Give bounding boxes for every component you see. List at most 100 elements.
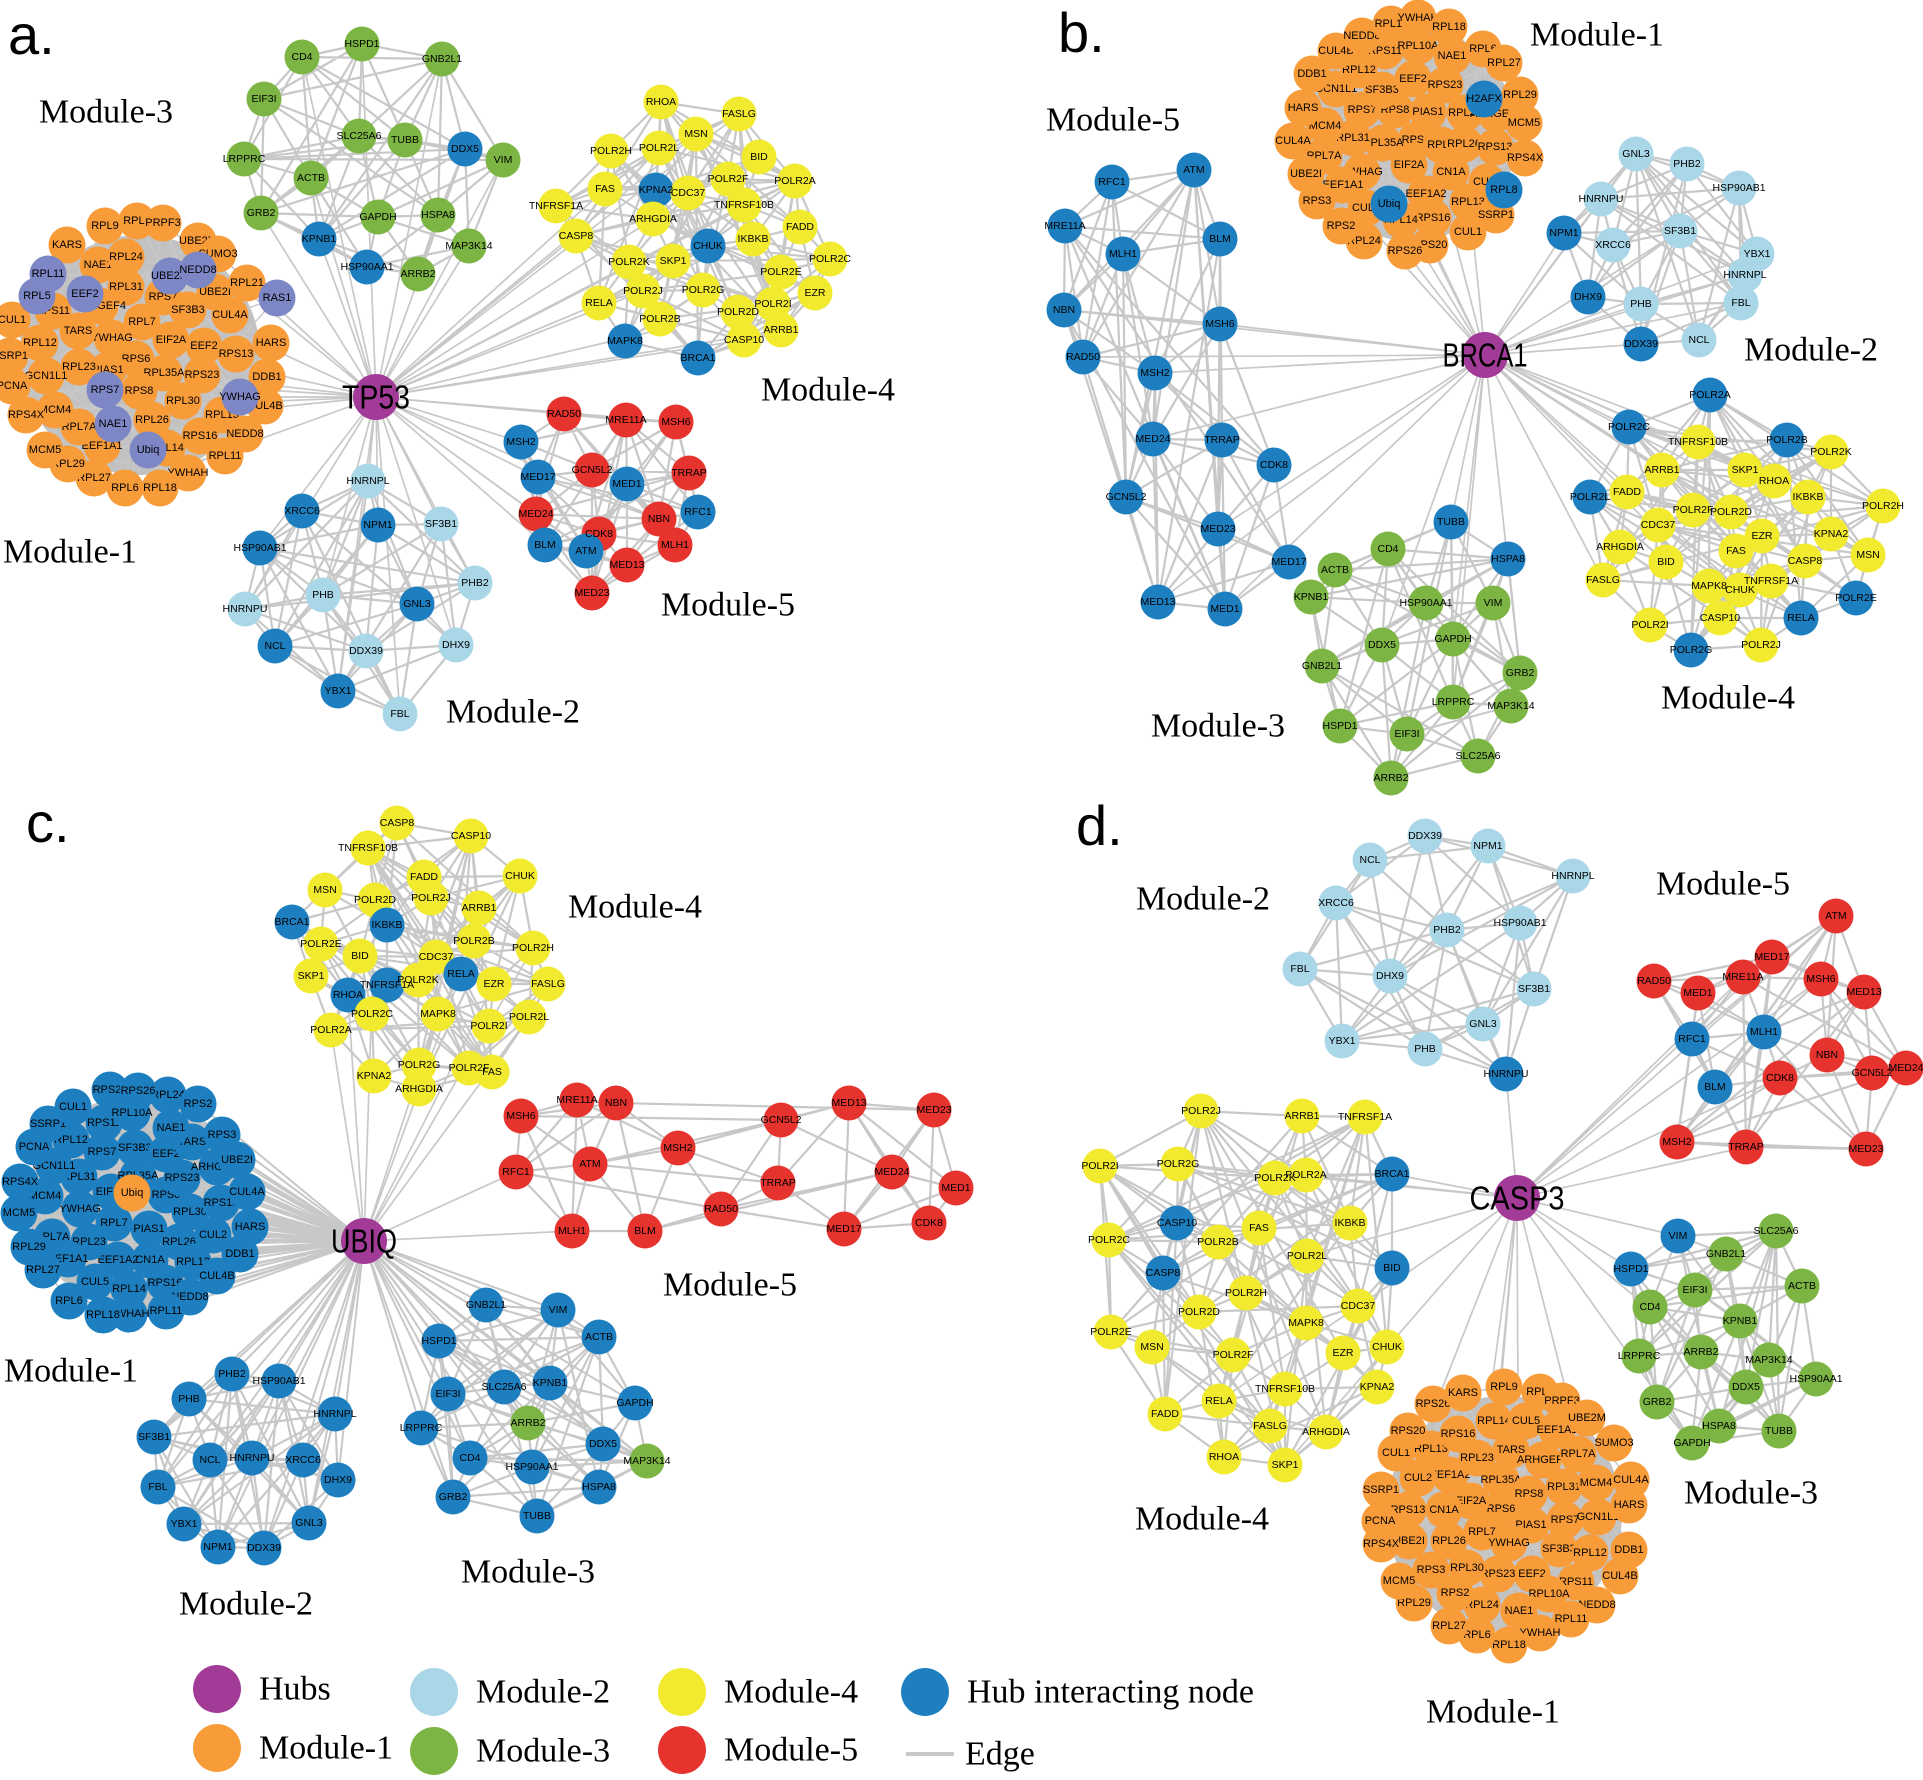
svg-text:POLR2G: POLR2G xyxy=(398,1059,441,1071)
svg-text:CN1A: CN1A xyxy=(135,1254,165,1266)
svg-text:FAS: FAS xyxy=(595,183,615,195)
svg-text:RELA: RELA xyxy=(585,297,612,309)
svg-text:PHB: PHB xyxy=(178,1393,200,1405)
svg-text:MRE11A: MRE11A xyxy=(1044,220,1085,232)
svg-text:Hubs: Hubs xyxy=(259,1671,331,1708)
svg-text:SF3B3: SF3B3 xyxy=(1542,1543,1576,1555)
svg-text:DDX39: DDX39 xyxy=(1408,830,1442,842)
svg-text:MAP3K14: MAP3K14 xyxy=(1487,700,1534,712)
svg-text:RPL11: RPL11 xyxy=(209,450,242,462)
svg-text:RPL30: RPL30 xyxy=(1450,1562,1484,1574)
svg-text:RPL31: RPL31 xyxy=(109,281,143,293)
svg-text:BID: BID xyxy=(1657,556,1675,568)
svg-text:PHB: PHB xyxy=(1630,298,1652,310)
svg-text:BID: BID xyxy=(351,950,369,962)
svg-text:CUL1: CUL1 xyxy=(0,314,26,326)
svg-text:MCM5: MCM5 xyxy=(3,1207,35,1219)
svg-text:POLR2B: POLR2B xyxy=(453,935,494,947)
svg-text:RPL30: RPL30 xyxy=(166,395,200,407)
svg-text:SF3B3: SF3B3 xyxy=(118,1142,152,1154)
svg-text:DDX5: DDX5 xyxy=(1368,639,1396,651)
svg-text:SLC25A6: SLC25A6 xyxy=(1754,1225,1799,1237)
svg-text:RPS7: RPS7 xyxy=(1551,1514,1580,1526)
svg-text:HARS: HARS xyxy=(1614,1499,1645,1511)
svg-text:POLR2D: POLR2D xyxy=(717,306,759,318)
svg-text:YWHAG: YWHAG xyxy=(91,332,133,344)
svg-text:MED1: MED1 xyxy=(1683,987,1712,999)
svg-text:RPS13: RPS13 xyxy=(219,348,254,360)
svg-text:ACTB: ACTB xyxy=(297,172,325,184)
svg-text:RPL9: RPL9 xyxy=(91,220,119,232)
svg-text:POLR2A: POLR2A xyxy=(1285,1169,1326,1181)
svg-text:RPS8: RPS8 xyxy=(125,385,154,397)
svg-text:RHOA: RHOA xyxy=(1759,475,1789,487)
svg-text:CD4: CD4 xyxy=(291,51,312,63)
svg-text:HSP90AA1: HSP90AA1 xyxy=(1789,1373,1842,1385)
svg-text:NBN: NBN xyxy=(648,513,670,525)
svg-text:RPL14: RPL14 xyxy=(112,1283,146,1295)
svg-text:DDX5: DDX5 xyxy=(589,1438,617,1450)
svg-text:MED17: MED17 xyxy=(520,471,555,483)
svg-text:NEDD8: NEDD8 xyxy=(226,428,263,440)
svg-text:RPS4X: RPS4X xyxy=(2,1176,39,1188)
svg-text:ARRB1: ARRB1 xyxy=(763,324,798,336)
svg-text:HARS: HARS xyxy=(235,1221,266,1233)
svg-text:YBX1: YBX1 xyxy=(171,1518,198,1530)
svg-text:RPL27: RPL27 xyxy=(26,1264,60,1276)
svg-text:IKBKB: IKBKB xyxy=(1335,1217,1366,1229)
svg-text:SSRP1: SSRP1 xyxy=(0,350,28,362)
svg-text:DDB1: DDB1 xyxy=(1297,68,1326,80)
svg-text:SLC25A6: SLC25A6 xyxy=(337,130,382,142)
svg-text:NCL: NCL xyxy=(1359,854,1380,866)
svg-text:POLR2L: POLR2L xyxy=(639,142,679,154)
svg-text:RPL18: RPL18 xyxy=(1432,21,1466,33)
svg-text:HSPA8: HSPA8 xyxy=(1491,553,1525,565)
svg-text:Module-4: Module-4 xyxy=(1135,1501,1269,1538)
svg-text:FADD: FADD xyxy=(786,221,814,233)
svg-text:DHX9: DHX9 xyxy=(1376,970,1404,982)
svg-text:UBE2M: UBE2M xyxy=(1568,1412,1606,1424)
svg-text:NAE1: NAE1 xyxy=(1505,1605,1534,1617)
svg-text:POLR2H: POLR2H xyxy=(1862,500,1904,512)
svg-text:POLR2J: POLR2J xyxy=(411,892,451,904)
svg-text:BID: BID xyxy=(750,151,768,163)
svg-text:CASP8: CASP8 xyxy=(1788,555,1823,567)
svg-text:GRB2: GRB2 xyxy=(1506,667,1535,679)
svg-text:RPL11: RPL11 xyxy=(150,1305,183,1317)
svg-text:POLR2C: POLR2C xyxy=(809,253,851,265)
svg-text:POLR2F: POLR2F xyxy=(708,173,749,185)
svg-text:RPS23: RPS23 xyxy=(1481,1568,1516,1580)
svg-text:HSPA8: HSPA8 xyxy=(582,1481,616,1493)
svg-text:Module-2: Module-2 xyxy=(1744,332,1878,369)
svg-text:RPL27: RPL27 xyxy=(1432,1620,1466,1632)
svg-text:EIF3I: EIF3I xyxy=(251,93,276,105)
svg-text:ARHGDIA: ARHGDIA xyxy=(629,213,677,225)
svg-text:MAP3K14: MAP3K14 xyxy=(445,240,492,252)
svg-text:HSPD1: HSPD1 xyxy=(1322,720,1357,732)
svg-text:SKP1: SKP1 xyxy=(1272,1459,1299,1471)
svg-text:EEF2: EEF2 xyxy=(71,288,99,300)
svg-text:ATM: ATM xyxy=(1183,164,1204,176)
svg-text:POLR2H: POLR2H xyxy=(1225,1287,1267,1299)
svg-text:RPL12: RPL12 xyxy=(23,337,57,349)
svg-text:MED13: MED13 xyxy=(1846,986,1881,998)
svg-text:RPL18: RPL18 xyxy=(1492,1639,1526,1651)
svg-text:POLR2F: POLR2F xyxy=(1673,504,1714,516)
svg-text:MAPK8: MAPK8 xyxy=(607,335,643,347)
svg-text:IKBKB: IKBKB xyxy=(738,233,769,245)
svg-text:VIM: VIM xyxy=(549,1304,568,1316)
svg-text:RPL24: RPL24 xyxy=(109,251,143,263)
svg-text:MSH2: MSH2 xyxy=(1140,367,1169,379)
svg-text:Module-1: Module-1 xyxy=(259,1730,393,1767)
svg-text:TRRAP: TRRAP xyxy=(1204,434,1240,446)
svg-text:RFC1: RFC1 xyxy=(684,506,712,518)
svg-text:KPNA2: KPNA2 xyxy=(639,184,674,196)
svg-text:POLR2I: POLR2I xyxy=(754,298,791,310)
svg-text:DDB1: DDB1 xyxy=(252,371,281,383)
svg-text:MAP3K14: MAP3K14 xyxy=(1745,1354,1792,1366)
svg-text:SLC25A6: SLC25A6 xyxy=(1456,750,1501,762)
svg-text:Module-5: Module-5 xyxy=(661,587,795,624)
svg-text:FBL: FBL xyxy=(1290,963,1309,975)
svg-text:CUL1: CUL1 xyxy=(1454,226,1482,238)
svg-text:NCL: NCL xyxy=(199,1454,220,1466)
